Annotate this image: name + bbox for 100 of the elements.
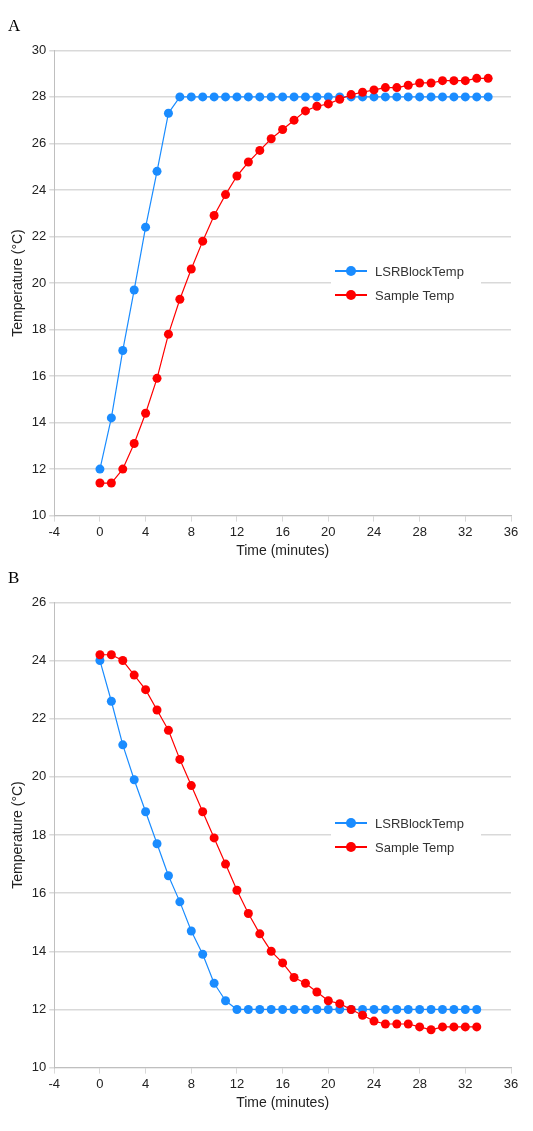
y-tick-label: 18 <box>31 321 47 337</box>
point <box>141 685 151 695</box>
point <box>380 83 390 93</box>
point <box>106 413 116 423</box>
x-tick-label: -4 <box>48 1075 61 1091</box>
point <box>312 987 322 997</box>
point <box>118 656 128 666</box>
point <box>266 1004 276 1014</box>
point <box>255 929 265 939</box>
point <box>266 92 276 102</box>
y-axis-title: Temperature (°C) <box>9 229 26 337</box>
point <box>380 92 390 102</box>
point <box>483 92 493 102</box>
point <box>118 740 128 750</box>
point <box>209 211 219 221</box>
legend-label: LSRBlockTemp <box>375 263 464 279</box>
point <box>426 92 436 102</box>
point <box>437 1004 447 1014</box>
point <box>300 1004 310 1014</box>
point <box>403 80 413 90</box>
x-tick-label: 36 <box>503 523 519 539</box>
point <box>460 1004 470 1014</box>
point <box>472 1022 482 1032</box>
point <box>152 705 162 715</box>
point <box>449 1022 459 1032</box>
y-tick-label: 14 <box>31 942 47 958</box>
point <box>426 1004 436 1014</box>
point <box>403 92 413 102</box>
x-tick-label: 20 <box>321 1075 336 1091</box>
point <box>278 1004 288 1014</box>
point <box>437 92 447 102</box>
chart-title: B <box>8 567 20 587</box>
point <box>141 408 151 418</box>
point <box>243 1004 253 1014</box>
point <box>392 92 402 102</box>
point <box>323 996 333 1006</box>
point <box>392 83 402 93</box>
point <box>278 958 288 968</box>
x-tick-label: 20 <box>321 523 336 539</box>
point <box>141 807 151 817</box>
point <box>403 1019 413 1029</box>
point <box>95 650 105 660</box>
point <box>106 650 116 660</box>
point <box>426 1025 436 1035</box>
y-tick-label: 22 <box>31 228 47 244</box>
point <box>129 285 139 295</box>
point <box>232 92 242 102</box>
point <box>95 478 105 488</box>
y-tick-label: 14 <box>31 414 47 430</box>
point <box>198 236 208 246</box>
x-tick-label: -4 <box>48 523 61 539</box>
y-tick-label: 24 <box>31 652 47 668</box>
point <box>152 166 162 176</box>
point <box>221 92 231 102</box>
point <box>198 807 208 817</box>
point <box>243 92 253 102</box>
point <box>221 190 231 200</box>
point <box>415 78 425 88</box>
point <box>221 996 231 1006</box>
point <box>369 1004 379 1014</box>
point <box>186 92 196 102</box>
point <box>198 92 208 102</box>
x-tick-label: 16 <box>275 1075 290 1091</box>
point <box>358 87 368 97</box>
point <box>232 885 242 895</box>
point <box>141 222 151 232</box>
point <box>312 1004 322 1014</box>
y-tick-label: 12 <box>31 1001 47 1017</box>
point <box>460 76 470 86</box>
point <box>472 73 482 83</box>
point <box>437 76 447 86</box>
chart-title: A <box>8 15 21 35</box>
point <box>129 670 139 680</box>
point <box>95 464 105 474</box>
point <box>163 871 173 881</box>
point <box>289 115 299 125</box>
point <box>449 92 459 102</box>
point <box>175 897 185 907</box>
point <box>483 73 493 83</box>
point <box>415 1004 425 1014</box>
point <box>198 949 208 959</box>
point <box>129 775 139 785</box>
x-tick-label: 28 <box>412 523 427 539</box>
point <box>175 754 185 764</box>
point <box>152 373 162 383</box>
point <box>129 438 139 448</box>
y-tick-label: 16 <box>31 884 47 900</box>
point <box>472 92 482 102</box>
point <box>255 145 265 155</box>
point <box>266 134 276 144</box>
point <box>289 1004 299 1014</box>
point <box>186 781 196 791</box>
point <box>358 1010 368 1020</box>
point <box>392 1004 402 1014</box>
x-tick-label: 32 <box>458 523 473 539</box>
point <box>380 1019 390 1029</box>
x-tick-label: 12 <box>229 1075 245 1091</box>
x-tick-label: 32 <box>458 1075 473 1091</box>
point <box>106 478 116 488</box>
point <box>472 1004 482 1014</box>
